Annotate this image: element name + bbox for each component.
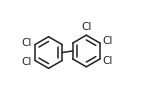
Text: Cl: Cl: [103, 55, 113, 66]
Text: Cl: Cl: [103, 36, 113, 47]
Text: Cl: Cl: [81, 22, 92, 32]
Text: Cl: Cl: [22, 57, 32, 67]
Text: Cl: Cl: [22, 38, 32, 48]
